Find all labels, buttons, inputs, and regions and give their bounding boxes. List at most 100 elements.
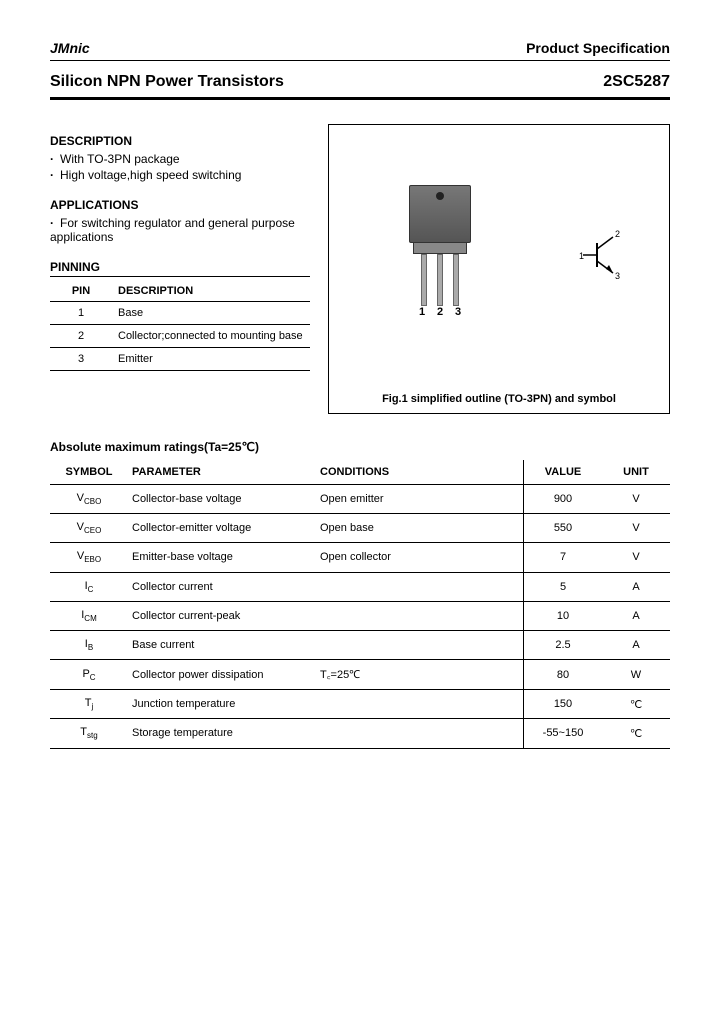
pin-row: 1 Base xyxy=(50,302,310,325)
ratings-heading: Absolute maximum ratings(Ta=25℃) xyxy=(50,440,670,454)
lead-icon xyxy=(437,254,443,306)
npn-symbol-icon: 1 2 3 xyxy=(579,225,629,285)
datasheet-page: JMnic Product Specification Silicon NPN … xyxy=(0,0,720,789)
rating-symbol: ICM xyxy=(50,601,128,630)
rating-parameter: Collector power dissipation xyxy=(128,660,316,690)
rating-parameter: Collector current-peak xyxy=(128,601,316,630)
pin-number: 3 xyxy=(50,348,112,371)
rating-condition xyxy=(316,630,524,659)
rating-value: 10 xyxy=(524,601,603,630)
pin-number: 2 xyxy=(50,325,112,348)
rating-unit: ℃ xyxy=(602,719,670,748)
rating-symbol: IB xyxy=(50,630,128,659)
rating-condition: Open collector xyxy=(316,543,524,572)
ratings-col-header: PARAMETER xyxy=(128,460,316,485)
lead-icon xyxy=(453,254,459,306)
figure-caption: Fig.1 simplified outline (TO-3PN) and sy… xyxy=(382,393,616,405)
lead-numbers: 1 2 3 xyxy=(409,306,471,318)
rating-value: 150 xyxy=(524,690,603,719)
description-item: High voltage,high speed switching xyxy=(50,168,310,182)
pin-desc: Collector;connected to mounting base xyxy=(112,325,310,348)
lead-label: 2 xyxy=(436,306,444,318)
pinning-table: PIN DESCRIPTION 1 Base 2 Collector;conne… xyxy=(50,281,310,371)
pin-col-header: PIN xyxy=(50,281,112,302)
rating-parameter: Storage temperature xyxy=(128,719,316,748)
part-number: 2SC5287 xyxy=(603,73,670,91)
applications-heading: APPLICATIONS xyxy=(50,198,310,212)
text-column: DESCRIPTION With TO-3PN package High vol… xyxy=(50,124,310,414)
rating-value: 7 xyxy=(524,543,603,572)
ratings-row: ICMCollector current-peak 10A xyxy=(50,601,670,630)
title-row: Silicon NPN Power Transistors 2SC5287 xyxy=(50,73,670,100)
rating-unit: W xyxy=(602,660,670,690)
rating-value: 550 xyxy=(524,514,603,543)
rating-value: 900 xyxy=(524,485,603,514)
lead-label: 3 xyxy=(454,306,462,318)
package-drawing: 1 2 3 xyxy=(409,185,471,318)
pin-row: 2 Collector;connected to mounting base xyxy=(50,325,310,348)
rating-unit: V xyxy=(602,543,670,572)
rating-value: 2.5 xyxy=(524,630,603,659)
ratings-col-header: UNIT xyxy=(602,460,670,485)
pinning-heading: PINNING xyxy=(50,260,310,277)
sym-pin1: 1 xyxy=(579,251,584,261)
ratings-row: TjJunction temperature 150℃ xyxy=(50,690,670,719)
rating-unit: A xyxy=(602,601,670,630)
rating-parameter: Collector-base voltage xyxy=(128,485,316,514)
rating-parameter: Collector current xyxy=(128,572,316,601)
rating-unit: V xyxy=(602,485,670,514)
ratings-row: VEBOEmitter-base voltageOpen collector7V xyxy=(50,543,670,572)
pin-row: 3 Emitter xyxy=(50,348,310,371)
applications-item: For switching regulator and general purp… xyxy=(50,216,310,244)
description-heading: DESCRIPTION xyxy=(50,134,310,148)
pin-desc: Base xyxy=(112,302,310,325)
rating-parameter: Collector-emitter voltage xyxy=(128,514,316,543)
pin-number: 1 xyxy=(50,302,112,325)
ratings-row: IBBase current 2.5A xyxy=(50,630,670,659)
leads-icon xyxy=(409,254,471,306)
rating-unit: V xyxy=(602,514,670,543)
sym-pin2: 2 xyxy=(615,229,620,239)
rating-parameter: Junction temperature xyxy=(128,690,316,719)
rating-value: -55~150 xyxy=(524,719,603,748)
brand-name: JMnic xyxy=(50,40,90,56)
rating-symbol: Tj xyxy=(50,690,128,719)
page-header: JMnic Product Specification xyxy=(50,40,670,61)
ratings-col-header: CONDITIONS xyxy=(316,460,524,485)
ratings-row: TstgStorage temperature -55~150℃ xyxy=(50,719,670,748)
pin-desc: Emitter xyxy=(112,348,310,371)
ratings-table: SYMBOL PARAMETER CONDITIONS VALUE UNIT V… xyxy=(50,460,670,749)
rating-condition xyxy=(316,690,524,719)
rating-unit: A xyxy=(602,572,670,601)
transistor-symbol: 1 2 3 xyxy=(579,225,629,288)
rating-symbol: VEBO xyxy=(50,543,128,572)
rating-unit: ℃ xyxy=(602,690,670,719)
figure-column: 1 2 3 1 2 3 xyxy=(328,124,670,414)
ratings-row: ICCollector current 5A xyxy=(50,572,670,601)
rating-value: 5 xyxy=(524,572,603,601)
rating-condition xyxy=(316,601,524,630)
product-title: Silicon NPN Power Transistors xyxy=(50,73,284,91)
rating-condition: Open base xyxy=(316,514,524,543)
rating-parameter: Base current xyxy=(128,630,316,659)
rating-symbol: VCBO xyxy=(50,485,128,514)
ratings-col-header: VALUE xyxy=(524,460,603,485)
rating-symbol: VCEO xyxy=(50,514,128,543)
pin-col-header: DESCRIPTION xyxy=(112,281,310,302)
rating-symbol: IC xyxy=(50,572,128,601)
rating-symbol: Tstg xyxy=(50,719,128,748)
lead-icon xyxy=(421,254,427,306)
sym-pin3: 3 xyxy=(615,271,620,281)
ratings-row: PCCollector power dissipationT꜀=25℃80W xyxy=(50,660,670,690)
rating-condition xyxy=(316,719,524,748)
spec-label: Product Specification xyxy=(526,40,670,56)
rating-condition: Open emitter xyxy=(316,485,524,514)
package-body-icon xyxy=(409,185,471,243)
rating-symbol: PC xyxy=(50,660,128,690)
ratings-col-header: SYMBOL xyxy=(50,460,128,485)
rating-unit: A xyxy=(602,630,670,659)
rating-condition: T꜀=25℃ xyxy=(316,660,524,690)
description-item: With TO-3PN package xyxy=(50,152,310,166)
ratings-row: VCBOCollector-base voltageOpen emitter90… xyxy=(50,485,670,514)
ratings-row: VCEOCollector-emitter voltageOpen base55… xyxy=(50,514,670,543)
